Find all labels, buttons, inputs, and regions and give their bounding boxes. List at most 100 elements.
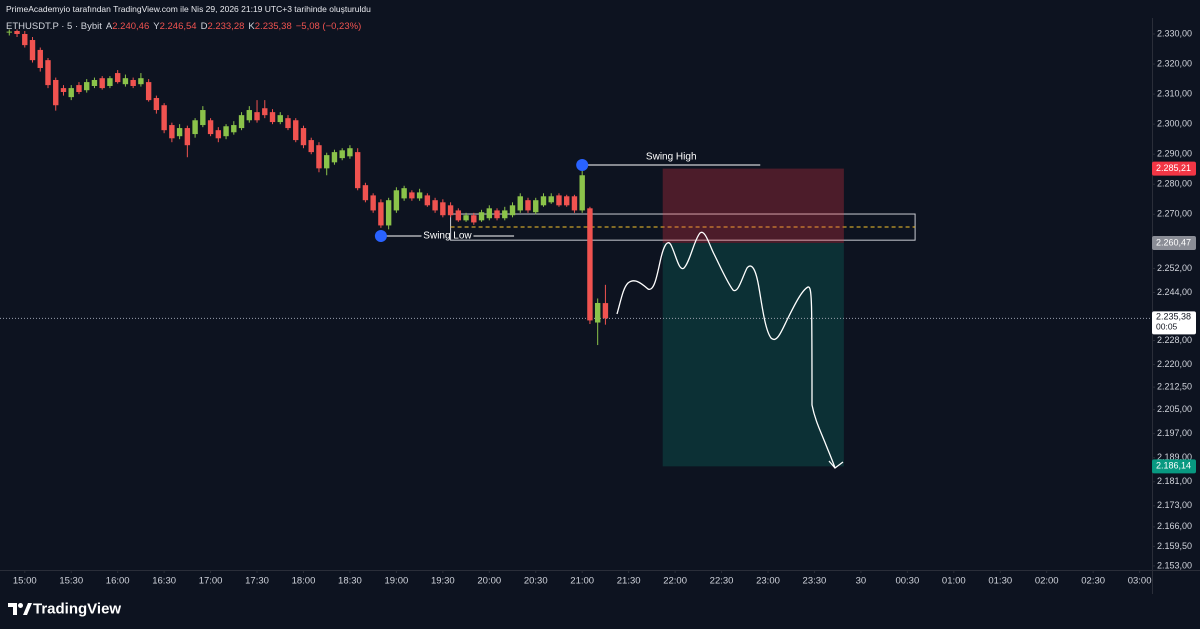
candle-body: [238, 115, 245, 129]
candle-body: [215, 130, 222, 139]
last-price-label: 2.235,38: [1156, 312, 1191, 322]
legend-key: K: [248, 21, 255, 32]
candle-body: [564, 196, 570, 206]
y-tick-label: 2.181,00: [1157, 476, 1192, 486]
x-tick-label: 18:30: [338, 576, 362, 587]
x-tick-label: 02:30: [1081, 576, 1105, 587]
candle-body: [192, 120, 198, 135]
candle-body: [401, 188, 407, 199]
candle-body: [587, 208, 593, 321]
candle-body: [331, 152, 338, 163]
candle-body: [502, 210, 508, 219]
candle-body: [153, 98, 160, 111]
candle-body: [378, 202, 384, 226]
candle-body: [254, 112, 260, 121]
candle-body: [463, 215, 469, 221]
candle-body: [347, 148, 353, 157]
swing-point: [576, 159, 589, 172]
legend: ETHUSDT.P · 5 · Bybit A2.240,46 Y2.246,54…: [6, 21, 361, 32]
y-tick-label: 2.290,00: [1157, 149, 1192, 159]
candle-body: [478, 212, 485, 221]
candle-body: [602, 303, 609, 319]
x-tick-label: 15:30: [59, 576, 83, 587]
swing-label: Swing High: [646, 152, 697, 163]
y-tick-label: 2.320,00: [1157, 58, 1192, 68]
countdown: 00:05: [1156, 322, 1178, 332]
y-tick-label: 2.173,00: [1157, 500, 1192, 510]
candle-body: [200, 110, 206, 126]
x-axis: 15:00 15:30 16:00 16:30 17:00 17:30 18:00 18:30…: [13, 570, 1152, 587]
candle-body: [540, 196, 547, 206]
candle-body: [339, 150, 345, 159]
candle-body: [370, 195, 376, 211]
legend-item: A2.240,46: [106, 21, 149, 32]
hand-drawn-projection: [616, 231, 844, 469]
candle-body: [362, 185, 369, 201]
candle-body: [114, 73, 121, 83]
y-tick-label: 2.330,00: [1157, 28, 1192, 38]
candle-body: [184, 128, 191, 146]
y-tick-label: 2.310,00: [1157, 88, 1192, 98]
logo-slash: [23, 603, 32, 615]
projection-arrowhead: [828, 460, 844, 469]
legend-value: 2.240,46: [112, 21, 150, 32]
candle-body: [269, 112, 276, 123]
price-label: 2.186,14: [1156, 461, 1191, 471]
logo-mark: [8, 603, 17, 615]
candle-body: [409, 192, 415, 199]
price-label-box: [1152, 161, 1196, 176]
candle-body: [262, 108, 268, 116]
candle-body: [14, 30, 20, 35]
candle-body: [130, 79, 136, 86]
candle-body: [122, 78, 129, 85]
y-tick-label: 2.228,00: [1157, 335, 1192, 345]
candle-body: [440, 202, 446, 216]
x-tick-label: 15:00: [13, 576, 37, 587]
plot-area: Swing High Swing Low: [0, 29, 1152, 467]
candle-body: [246, 110, 252, 121]
candle-body: [169, 125, 175, 139]
candle-body: [45, 60, 51, 86]
swing-point: [374, 229, 387, 242]
candle-body: [107, 78, 113, 86]
candle-body: [385, 200, 392, 226]
symbol: ETHUSDT.P · 5 · Bybit: [6, 21, 102, 32]
legend-value: 2.233,28: [207, 21, 245, 32]
x-tick-label: 17:00: [199, 576, 223, 587]
footer: TradingView: [8, 600, 121, 617]
candle-body: [231, 125, 237, 133]
candle-body: [91, 79, 98, 86]
candle-body: [424, 195, 431, 206]
y-tick-label: 2.212,50: [1157, 382, 1192, 392]
x-tick-label: 16:00: [106, 576, 130, 587]
brand: TradingView: [33, 600, 121, 617]
price-label: 2.260,47: [1156, 237, 1191, 247]
x-tick-label: 02:00: [1035, 576, 1059, 587]
target-zone: [662, 242, 844, 467]
y-tick-label: 2.220,00: [1157, 359, 1192, 369]
legend-item: K2.235,38: [248, 21, 291, 32]
x-tick-label: 16:30: [152, 576, 176, 587]
y-tick-label: 2.166,00: [1157, 521, 1192, 531]
candle-body: [84, 82, 90, 91]
x-tick-label: 18:00: [292, 576, 316, 587]
candle-body: [548, 196, 554, 203]
y-axis: 2.330,00 2.320,00 2.310,00 2.300,00 2.290,00…: [1152, 28, 1196, 570]
candle-body: [579, 175, 585, 211]
x-tick-label: 19:30: [431, 576, 455, 587]
candle-body: [324, 155, 330, 169]
candle-body: [517, 196, 523, 211]
candle-body: [277, 115, 283, 123]
candle-body: [29, 40, 36, 61]
legend-key: A: [105, 21, 113, 32]
x-tick-label: 22:00: [663, 576, 687, 587]
logo-dot: [18, 603, 23, 608]
candle-body: [455, 210, 462, 221]
y-tick-label: 2.159,50: [1157, 541, 1192, 551]
y-tick-label: 2.153,00: [1157, 560, 1192, 570]
candle-body: [37, 49, 43, 68]
x-tick-label: 23:00: [756, 576, 780, 587]
price-label: 2.285,21: [1156, 163, 1191, 173]
legend-change: −5,08 (−0,23%): [295, 21, 362, 32]
